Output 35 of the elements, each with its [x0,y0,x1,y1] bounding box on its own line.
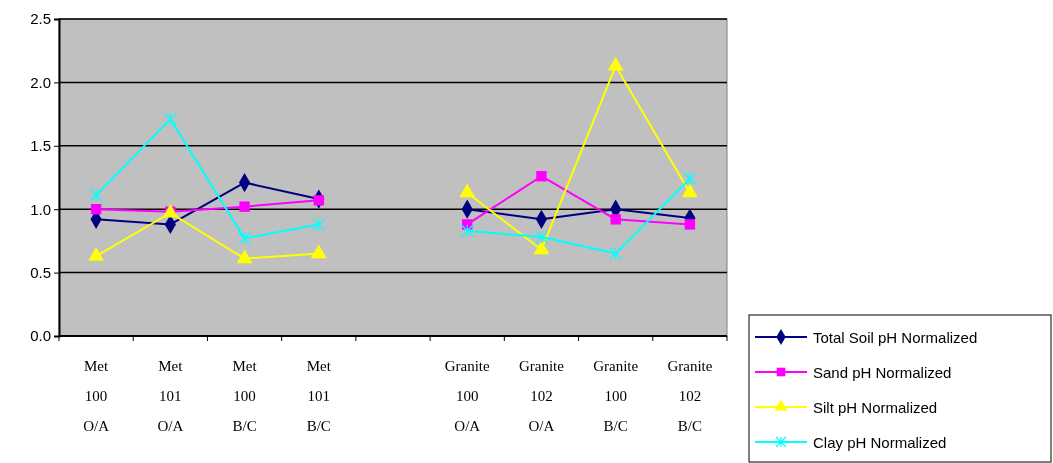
point [237,231,252,245]
point [533,240,550,255]
point [90,204,102,215]
point [312,217,326,232]
x-tick-label: Granite 102 O/A [518,358,565,434]
legend-label: Clay pH Normalized [813,434,947,451]
legend-label: Total Soil pH Normalized [813,329,978,346]
point [460,224,474,238]
point [89,188,103,202]
x-tick-label: Granite 102 B/C [667,358,713,434]
x-tick-label: Met 101 B/C [306,358,332,434]
y-tick-label: 0.5 [30,263,51,281]
x-tick-label: Granite 100 O/A [444,358,491,434]
x-tick-label: Met 101 O/A [157,358,184,434]
x-tick-label: Met 100 B/C [232,358,258,434]
point [610,214,621,225]
point [609,246,623,261]
point [239,201,250,212]
y-tick-label: 2.5 [30,10,51,28]
point [310,244,327,259]
point [88,247,105,261]
y-tick-label: 2.0 [30,73,51,91]
point [684,219,696,230]
point [683,172,697,186]
y-tick-label: 1.0 [30,200,51,218]
legend-label: Silt pH Normalized [813,399,938,416]
x-tick-label: Met 100 O/A [83,358,110,434]
x-tick-label: Granite 100 B/C [593,358,639,434]
point [536,171,547,182]
legend-label: Sand pH Normalized [813,364,952,381]
point [236,249,253,264]
point [163,112,177,126]
y-tick-label: 0.0 [30,327,51,345]
point [534,230,549,244]
y-tick-label: 1.5 [30,137,51,155]
